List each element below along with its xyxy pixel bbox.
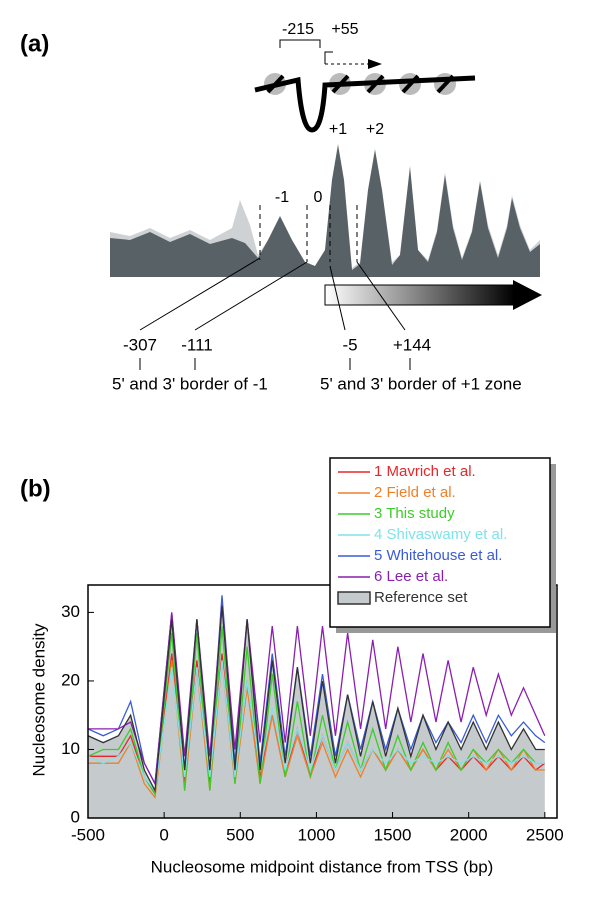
nucleosome-label: +2 xyxy=(366,121,384,138)
border-lines xyxy=(259,205,358,262)
plot-frame xyxy=(87,584,558,819)
border-caption: 5' and 3' border of -1 xyxy=(112,374,268,393)
legend-label: 2 Field et al. xyxy=(374,484,456,501)
line xyxy=(88,660,545,793)
legend-swatch xyxy=(337,591,371,605)
gradient-arrow-head xyxy=(513,280,542,310)
x-tick-label: 500 xyxy=(226,825,254,844)
y-axis-label: Nucleosome density xyxy=(29,623,48,777)
border-caption: 5' and 3' border of +1 zone xyxy=(320,374,522,393)
y-tick-label: 20 xyxy=(61,670,80,689)
legend-label: 1 Mavrich et al. xyxy=(374,463,476,480)
legend-label: 3 This study xyxy=(374,505,455,522)
bracket xyxy=(279,39,321,48)
arrow-head xyxy=(368,59,382,69)
pointer-lines xyxy=(139,257,411,370)
border-label: -5 xyxy=(342,335,357,354)
nucleosome-chain xyxy=(254,73,476,133)
panel-label: (b) xyxy=(20,475,51,502)
plot-area xyxy=(88,595,546,818)
bracket-label: -215 xyxy=(282,21,314,38)
tss-tick xyxy=(324,51,333,64)
legend-label: 5 Whitehouse et al. xyxy=(374,547,502,564)
x-tick-label: 0 xyxy=(159,825,168,844)
panel-label: (a) xyxy=(20,30,49,57)
legend-label: 6 Lee et al. xyxy=(374,568,448,585)
y-tick-label: 0 xyxy=(71,807,80,826)
gradient-arrow xyxy=(324,284,516,306)
border-label: -307 xyxy=(123,335,157,354)
y-tick-label: 30 xyxy=(61,602,80,621)
y-tick-label: 10 xyxy=(61,739,80,758)
x-axis-label: Nucleosome midpoint distance from TSS (b… xyxy=(151,857,494,876)
border-label: +144 xyxy=(393,335,431,354)
line xyxy=(88,626,545,796)
legend-label: Reference set xyxy=(374,589,468,606)
nucleosome-label: 0 xyxy=(314,189,323,206)
nucleosome-label: -1 xyxy=(275,189,289,206)
border-label: -111 xyxy=(181,335,213,354)
profile xyxy=(110,145,540,277)
area xyxy=(88,605,545,818)
x-tick-label: 2500 xyxy=(526,825,564,844)
line xyxy=(88,605,545,793)
legend-label: 4 Shivaswamy et al. xyxy=(374,526,507,543)
x-tick-label: 2000 xyxy=(450,825,488,844)
x-tick-label: 1000 xyxy=(297,825,335,844)
line xyxy=(88,605,546,786)
x-tick-label: 1500 xyxy=(374,825,412,844)
start-label: +55 xyxy=(331,21,358,38)
nucleosome-label: +1 xyxy=(329,121,347,138)
x-tick-label: -500 xyxy=(71,825,105,844)
